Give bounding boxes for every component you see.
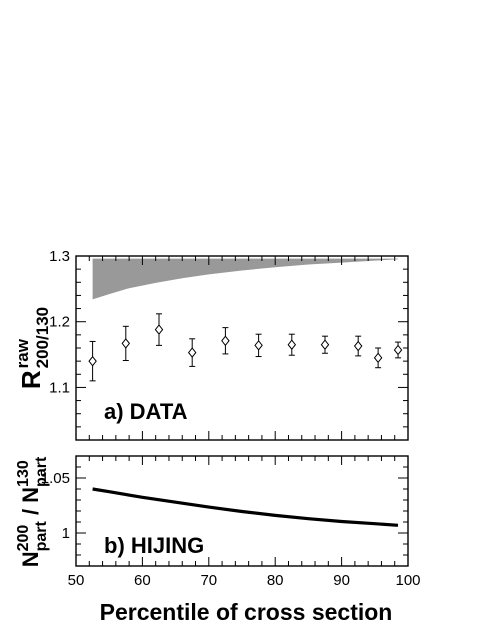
diamond-marker — [221, 335, 230, 347]
diamond-marker — [254, 340, 263, 351]
data-point — [187, 338, 197, 367]
y-title-superscript: raw — [13, 338, 32, 368]
data-point — [121, 325, 131, 361]
x-tick-label: 60 — [134, 572, 151, 589]
data-point — [88, 340, 97, 382]
systematic-band-layer — [92, 258, 398, 300]
y-title-num-base: N — [18, 551, 43, 567]
y-title-den-sup: 130 — [15, 460, 32, 487]
data-point — [287, 333, 297, 356]
y-title-den-base: N — [18, 487, 43, 503]
panel-a-data: 1.1 1.2 1.3 a) DATA Rraw200/130 — [13, 248, 409, 441]
hijing-curve — [92, 487, 399, 527]
y-title-base: R — [16, 370, 46, 389]
data-point — [154, 313, 164, 346]
y-tick-label: 1.05 — [41, 470, 70, 487]
data-point — [353, 335, 363, 357]
panel-a-y-axis-title: Rraw200/130 — [13, 307, 52, 389]
panel-b-y-axis-title: N200part / N130part — [15, 456, 50, 567]
diamond-marker — [353, 340, 363, 352]
y-tick-label: 1.1 — [49, 379, 70, 396]
diamond-marker — [187, 347, 197, 358]
data-point — [221, 327, 230, 355]
diamond-marker — [154, 324, 164, 335]
data-point — [320, 335, 330, 354]
diamond-marker — [121, 338, 131, 349]
data-point — [393, 341, 403, 359]
x-axis-title: Percentile of cross section — [100, 599, 393, 625]
panel-b-ticks: 50 60 70 80 90 100 1 1.05 — [41, 455, 421, 589]
panel-b-hijing: 50 60 70 80 90 100 1 1.05 b) HIJING N200part / … — [15, 455, 421, 589]
data-point — [254, 333, 263, 358]
x-tick-label: 70 — [200, 572, 217, 589]
data-points — [88, 313, 403, 382]
y-tick-label: 1.2 — [49, 314, 70, 331]
systematic-band — [92, 258, 398, 300]
x-tick-label: 50 — [68, 572, 85, 589]
panel-b-label: b) HIJING — [104, 533, 204, 558]
y-title-den-sub: part — [33, 456, 50, 487]
y-title-num-sub: part — [33, 521, 50, 552]
y-tick-label: 1.3 — [49, 248, 70, 265]
y-tick-label: 1 — [62, 525, 70, 542]
y-title-subscript: 200/130 — [33, 307, 52, 368]
diamond-marker — [373, 352, 383, 364]
diamond-marker — [287, 339, 297, 351]
x-tick-label: 100 — [395, 572, 420, 589]
panel-a-ticks: 1.1 1.2 1.3 — [49, 248, 409, 441]
panel-a-label: a) DATA — [104, 399, 188, 424]
diamond-marker — [320, 339, 330, 351]
x-tick-label: 90 — [333, 572, 350, 589]
y-title-num-sup: 200 — [15, 525, 32, 552]
x-tick-label: 80 — [267, 572, 284, 589]
data-point — [373, 347, 383, 369]
diamond-marker — [393, 344, 403, 356]
diamond-marker — [88, 355, 97, 367]
y-title-slash: / — [18, 503, 43, 521]
